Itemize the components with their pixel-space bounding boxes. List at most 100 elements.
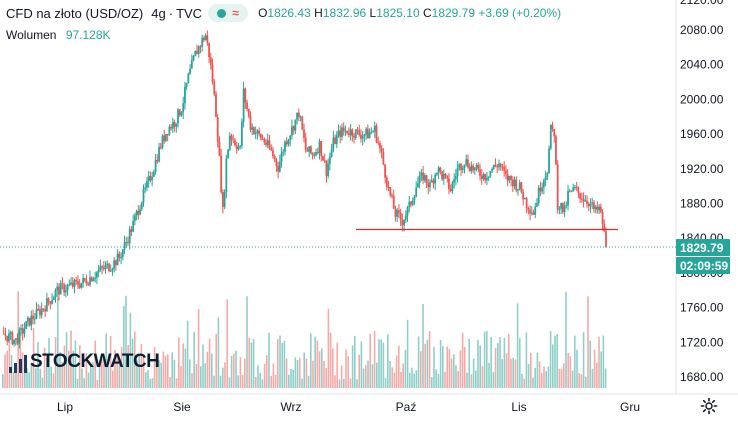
candle-body — [234, 140, 236, 146]
legend-interval[interactable]: 4g — [151, 5, 166, 21]
volume-bar — [503, 338, 506, 388]
candle-body — [534, 206, 537, 215]
volume-bar — [50, 366, 52, 388]
candle-body — [199, 46, 202, 48]
volume-bar — [120, 346, 123, 388]
candle-body — [603, 223, 606, 232]
volume-bar — [435, 369, 437, 388]
candle-body — [403, 219, 405, 226]
volume-bar — [180, 366, 182, 388]
volume-bar — [453, 354, 455, 388]
candle-body — [246, 102, 248, 110]
volume-bar — [250, 342, 253, 388]
volume-bar — [395, 355, 398, 388]
candle-body — [94, 277, 97, 279]
candle-body — [330, 149, 333, 157]
candle-body — [439, 167, 442, 172]
candle-body — [334, 137, 336, 144]
candle-body — [537, 187, 540, 204]
volume-bar — [208, 338, 211, 388]
candle-body — [560, 202, 563, 209]
candle-body — [204, 35, 207, 41]
volume-bar — [312, 360, 314, 388]
visibility-toggle[interactable]: ≈ — [208, 4, 249, 22]
settings-gear-icon[interactable] — [699, 396, 719, 416]
candle-body — [365, 128, 368, 135]
candle-body — [77, 281, 79, 286]
volume-bar — [268, 332, 270, 388]
volume-bar — [554, 335, 556, 388]
volume-bar — [591, 368, 594, 388]
volume-bar — [340, 365, 343, 388]
volume-bar — [217, 317, 220, 388]
volume-bar — [228, 377, 231, 388]
candle-body — [97, 270, 100, 273]
volume-bar — [145, 372, 147, 388]
candle-body — [366, 128, 369, 139]
candle-body — [16, 338, 19, 344]
volume-bar — [4, 354, 6, 388]
candle-body — [518, 182, 521, 189]
candle-body — [536, 203, 538, 207]
volume-bar — [178, 337, 180, 388]
candle-body — [589, 203, 592, 207]
volume-bar — [556, 334, 558, 388]
candle-body — [130, 229, 133, 232]
candle-body — [503, 166, 506, 171]
candle-body — [422, 172, 424, 181]
candle-body — [320, 141, 323, 157]
candle-body — [574, 186, 576, 188]
volume-label[interactable]: Wolumen — [6, 28, 57, 42]
candle-body — [42, 308, 45, 310]
volume-bar — [536, 352, 539, 388]
candle-body — [558, 208, 561, 210]
candle-body — [4, 334, 7, 336]
candle-body — [133, 215, 136, 221]
candle-body — [71, 282, 74, 287]
volume-bar — [530, 352, 532, 388]
candle-body — [591, 202, 594, 204]
candle-body — [555, 136, 557, 165]
candle-body — [389, 186, 392, 195]
candle-body — [75, 279, 78, 282]
y-tick-label: 1920.00 — [680, 162, 724, 176]
candle-body — [577, 187, 580, 193]
candle-body — [82, 278, 85, 283]
candle-body — [442, 173, 445, 180]
candle-body — [280, 152, 283, 162]
candle-body — [385, 177, 388, 187]
volume-bar — [26, 368, 28, 388]
volume-bar — [153, 347, 156, 388]
candle-body — [106, 263, 109, 266]
candle-body — [492, 164, 495, 169]
candle-body — [111, 268, 114, 271]
volume-bar — [43, 347, 46, 388]
volume-bar — [310, 333, 312, 388]
candle-body — [237, 147, 240, 150]
candle-body — [508, 176, 511, 181]
candle-body — [289, 135, 292, 140]
volume-bar — [224, 362, 226, 388]
volume-bar — [142, 356, 145, 388]
volume-bar — [574, 335, 576, 388]
candle-body — [468, 167, 471, 171]
candle-body — [596, 206, 599, 211]
legend-symbol[interactable]: CFD na złoto (USD/OZ) — [6, 5, 144, 21]
volume-bar — [589, 340, 591, 388]
candle-body — [529, 210, 531, 214]
candle-body — [425, 175, 428, 184]
candle-body — [92, 278, 95, 282]
volume-bar — [378, 339, 380, 388]
candle-body — [465, 159, 468, 165]
candle-body — [401, 219, 404, 226]
volume-bar — [558, 368, 561, 388]
candle-body — [379, 143, 381, 149]
candle-body — [30, 315, 33, 326]
volume-bar — [241, 375, 244, 388]
volume-bar — [156, 364, 158, 388]
y-tick-label: 1880.00 — [680, 197, 724, 211]
candle-body — [303, 129, 305, 139]
candle-body — [582, 199, 585, 202]
